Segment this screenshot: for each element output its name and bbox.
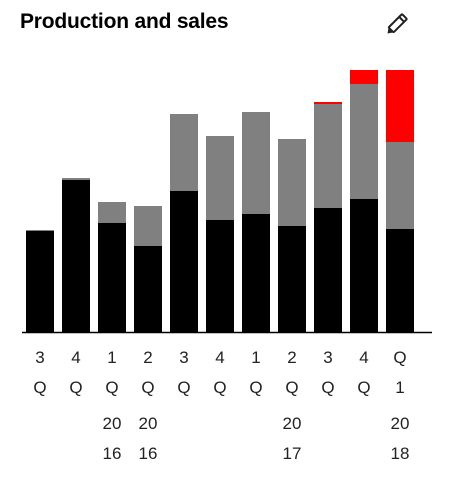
tick-label-1-line-1: Q xyxy=(69,378,82,397)
bar-segment-1-7 xyxy=(278,226,306,332)
bar-segment-1-10 xyxy=(386,229,414,332)
tick-label-2-line-2: 20 xyxy=(103,414,122,433)
bar-segment-2-10 xyxy=(386,142,414,229)
tick-label-3-line-1: Q xyxy=(141,378,154,397)
tick-label-3-line-0: 2 xyxy=(143,348,152,367)
edit-button[interactable] xyxy=(382,11,410,39)
tick-label-1-line-0: 4 xyxy=(71,348,80,367)
bar-segment-1-2 xyxy=(98,223,126,332)
bar-segment-1-6 xyxy=(242,214,270,332)
tick-label-6-line-1: Q xyxy=(249,378,262,397)
tick-label-3-line-3: 16 xyxy=(139,444,158,463)
chart-title: Production and sales xyxy=(20,10,229,33)
tick-label-7-line-1: Q xyxy=(285,378,298,397)
tick-label-7-line-0: 2 xyxy=(287,348,296,367)
tick-label-2-line-0: 1 xyxy=(107,348,116,367)
tick-label-9-line-1: Q xyxy=(357,378,370,397)
bar-segment-2-9 xyxy=(350,84,378,199)
tick-label-5-line-1: Q xyxy=(213,378,226,397)
bar-segment-3-8 xyxy=(314,102,342,104)
bar-segment-1-8 xyxy=(314,208,342,332)
bar-segment-1-1 xyxy=(62,180,90,332)
bar-segment-2-5 xyxy=(206,136,234,220)
bar-segment-2-1 xyxy=(62,178,90,180)
tick-label-8-line-1: Q xyxy=(321,378,334,397)
bar-segment-2-3 xyxy=(134,206,162,246)
tick-label-5-line-0: 4 xyxy=(215,348,224,367)
tick-label-10-line-3: 18 xyxy=(391,444,410,463)
bar-segment-1-5 xyxy=(206,220,234,332)
bar-segment-2-2 xyxy=(98,202,126,223)
bar-segment-2-8 xyxy=(314,104,342,208)
tick-label-2-line-1: Q xyxy=(105,378,118,397)
bar-segment-3-10 xyxy=(386,70,414,142)
bar-segment-2-0 xyxy=(26,230,54,231)
bar-segment-2-7 xyxy=(278,139,306,226)
tick-label-0-line-1: Q xyxy=(33,378,46,397)
bar-segment-3-9 xyxy=(350,70,378,84)
tick-label-0-line-0: 3 xyxy=(35,348,44,367)
tick-label-9-line-0: 4 xyxy=(359,348,368,367)
bar-segment-1-9 xyxy=(350,199,378,332)
bar-segment-1-0 xyxy=(26,231,54,332)
tick-label-10-line-2: 20 xyxy=(391,414,410,433)
tick-label-6-line-0: 1 xyxy=(251,348,260,367)
tick-label-7-line-3: 17 xyxy=(283,444,302,463)
tick-label-10-line-0: Q xyxy=(393,348,406,367)
bar-segment-2-4 xyxy=(170,114,198,191)
tick-label-10-line-1: 1 xyxy=(395,378,404,397)
bar-segment-2-6 xyxy=(242,112,270,214)
tick-label-4-line-0: 3 xyxy=(179,348,188,367)
bar-segment-1-4 xyxy=(170,191,198,332)
tick-label-4-line-1: Q xyxy=(177,378,190,397)
tick-label-7-line-2: 20 xyxy=(283,414,302,433)
bar-segment-1-3 xyxy=(134,246,162,332)
tick-label-2-line-3: 16 xyxy=(103,444,122,463)
pencil-icon xyxy=(387,13,408,34)
tick-label-8-line-0: 3 xyxy=(323,348,332,367)
tick-label-3-line-2: 20 xyxy=(139,414,158,433)
